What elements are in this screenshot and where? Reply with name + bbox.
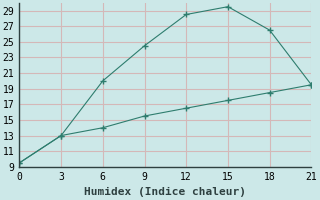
- X-axis label: Humidex (Indice chaleur): Humidex (Indice chaleur): [84, 187, 246, 197]
